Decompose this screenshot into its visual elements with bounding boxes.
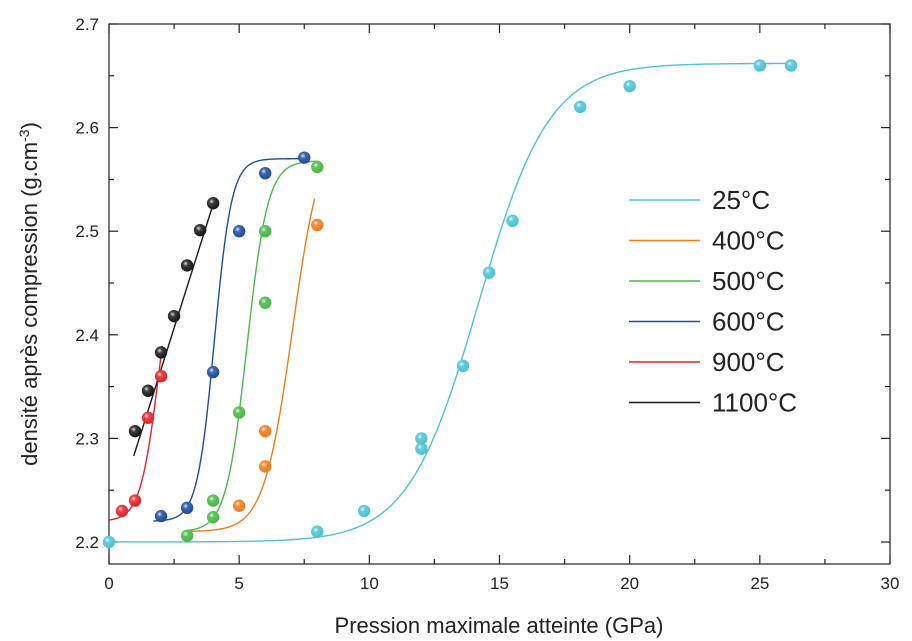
x-tick-label: 5 xyxy=(234,574,243,593)
data-point xyxy=(154,370,168,383)
legend-label: 1100°C xyxy=(712,388,797,418)
y-tick-label: 2.4 xyxy=(75,326,99,345)
fit-line-25°C xyxy=(109,62,792,543)
data-point xyxy=(180,501,194,515)
data-point xyxy=(456,359,470,373)
data-point xyxy=(193,223,207,237)
fit-line-600°C xyxy=(153,157,307,522)
data-point xyxy=(232,225,246,238)
y-tick-label: 2.2 xyxy=(75,533,99,552)
data-point xyxy=(154,509,168,523)
x-tick-label: 10 xyxy=(360,574,379,593)
data-point xyxy=(167,309,181,323)
x-tick-label: 30 xyxy=(881,574,900,593)
y-axis-title: densité après compression (g.cm-3) xyxy=(16,122,42,466)
data-point xyxy=(115,504,129,518)
legend-label: 900°C xyxy=(712,347,785,377)
data-point xyxy=(206,197,220,210)
data-point xyxy=(298,151,311,164)
y-tick-label: 2.3 xyxy=(75,429,99,448)
data-point xyxy=(259,225,272,238)
axis-ticks xyxy=(108,23,891,564)
data-point xyxy=(623,79,636,93)
data-point xyxy=(506,214,519,228)
data-point xyxy=(102,535,116,549)
y-tick-label: 2.6 xyxy=(75,119,99,138)
data-point xyxy=(141,384,155,397)
data-point xyxy=(311,160,324,174)
data-point xyxy=(206,510,220,524)
data-point xyxy=(232,499,246,512)
legend-label: 600°C xyxy=(712,307,785,337)
data-point xyxy=(574,100,587,114)
x-axis-title: Pression maximale atteinte (GPa) xyxy=(335,613,664,638)
legend-label: 25°C xyxy=(712,185,770,215)
data-point xyxy=(784,59,798,72)
data-point xyxy=(259,166,272,180)
y-tick-label: 2.5 xyxy=(75,222,99,241)
data-point xyxy=(180,529,194,542)
fit-line-400°C xyxy=(187,198,316,533)
y-tick-labels: 2.2 2.3 2.4 2.5 2.6 2.7 xyxy=(75,15,99,552)
fit-line-500°C xyxy=(187,160,318,532)
data-point xyxy=(415,432,428,445)
x-tick-label: 15 xyxy=(490,574,509,593)
legend: 25°C 400°C 500°C 600°C 900°C 1100°C xyxy=(629,185,797,418)
fit-curves xyxy=(108,62,792,543)
data-point xyxy=(206,494,220,507)
data-point xyxy=(753,59,767,72)
data-point xyxy=(311,525,324,538)
legend-label: 400°C xyxy=(712,226,785,256)
data-point xyxy=(180,259,194,272)
data-point xyxy=(259,460,272,473)
data-point xyxy=(415,442,428,455)
y-tick-label: 2.7 xyxy=(75,15,99,34)
data-point xyxy=(128,424,142,438)
x-tick-labels: 0 5 10 15 20 25 30 xyxy=(104,574,899,593)
data-point xyxy=(141,411,155,424)
data-point xyxy=(259,424,272,438)
data-point xyxy=(357,504,371,518)
data-point xyxy=(482,266,496,279)
data-point xyxy=(311,218,324,232)
legend-label: 500°C xyxy=(712,266,785,296)
x-tick-label: 0 xyxy=(104,574,113,593)
data-point xyxy=(259,296,272,309)
data-point xyxy=(128,494,142,507)
data-points xyxy=(102,59,798,549)
data-point xyxy=(232,406,246,419)
x-tick-label: 20 xyxy=(620,574,639,593)
y-axis-title-superscript: -3 xyxy=(16,129,32,142)
x-tick-label: 25 xyxy=(750,574,769,593)
data-point xyxy=(154,346,168,359)
data-point xyxy=(206,365,220,379)
